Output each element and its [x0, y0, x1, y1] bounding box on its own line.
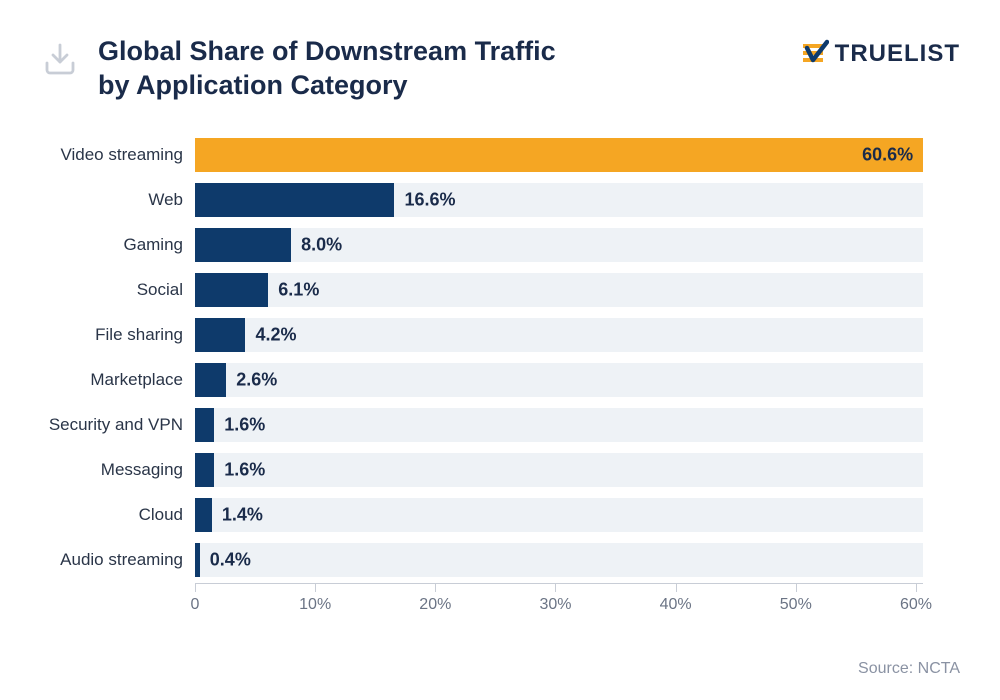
download-icon: [40, 39, 80, 79]
bar-value: 0.4%: [210, 549, 251, 570]
bar-value: 1.4%: [222, 504, 263, 525]
bar-row: Messaging1.6%: [195, 453, 940, 487]
bar-label: Security and VPN: [49, 415, 195, 435]
bar-track: [195, 318, 923, 352]
bar-label: Social: [137, 280, 195, 300]
header: Global Share of Downstream Traffic by Ap…: [40, 35, 960, 103]
bar-track: [195, 453, 923, 487]
bar-track: [195, 408, 923, 442]
bar-value: 60.6%: [862, 144, 913, 165]
bar-row: Video streaming60.6%: [195, 138, 940, 172]
bar-fill: [195, 228, 291, 262]
axis-tick-label: 60%: [900, 596, 932, 614]
bar-row: Social6.1%: [195, 273, 940, 307]
axis-tick: [676, 584, 677, 592]
bar-row: Audio streaming0.4%: [195, 543, 940, 577]
bar-chart: Video streaming60.6% Web16.6% Gaming8.0% So…: [195, 138, 940, 608]
bar-label: Gaming: [123, 235, 195, 255]
axis-tick-label: 50%: [780, 596, 812, 614]
bar-value: 16.6%: [404, 189, 455, 210]
bar-row: Cloud1.4%: [195, 498, 940, 532]
bar-label: Video streaming: [60, 145, 195, 165]
bar-fill: [195, 408, 214, 442]
axis-tick-label: 40%: [660, 596, 692, 614]
axis-tick-label: 30%: [539, 596, 571, 614]
bar-value: 6.1%: [278, 279, 319, 300]
bar-fill: [195, 183, 394, 217]
bar-fill: [195, 453, 214, 487]
source-label: Source: NCTA: [858, 660, 960, 678]
bar-row: Gaming8.0%: [195, 228, 940, 262]
bar-label: File sharing: [95, 325, 195, 345]
axis-tick: [315, 584, 316, 592]
bar-fill: [195, 498, 212, 532]
bar-label: Audio streaming: [60, 550, 195, 570]
bar-row: Web16.6%: [195, 183, 940, 217]
title-block: Global Share of Downstream Traffic by Ap…: [40, 35, 556, 103]
bar-fill: [195, 138, 923, 172]
bar-fill: [195, 543, 200, 577]
axis-tick: [916, 584, 917, 592]
bar-fill: [195, 318, 245, 352]
axis-tick: [555, 584, 556, 592]
bar-row: Marketplace2.6%: [195, 363, 940, 397]
title-line-1: Global Share of Downstream Traffic: [98, 36, 556, 66]
bar-value: 2.6%: [236, 369, 277, 390]
bar-value: 4.2%: [255, 324, 296, 345]
axis-tick-label: 10%: [299, 596, 331, 614]
bar-fill: [195, 363, 226, 397]
bar-label: Marketplace: [90, 370, 195, 390]
axis-tick: [435, 584, 436, 592]
axis-tick-label: 0: [191, 596, 200, 614]
axis-tick: [195, 584, 196, 592]
brand-text: TRUELIST: [835, 40, 960, 68]
x-axis: 010%20%30%40%50%60%: [195, 583, 923, 584]
bar-track: [195, 543, 923, 577]
title-line-2: by Application Category: [98, 70, 408, 100]
bar-label: Cloud: [139, 505, 195, 525]
bar-fill: [195, 273, 268, 307]
axis-tick: [796, 584, 797, 592]
axis-tick-label: 20%: [419, 596, 451, 614]
checklist-icon: [799, 39, 829, 69]
bar-track: [195, 498, 923, 532]
bar-value: 8.0%: [301, 234, 342, 255]
bar-label: Web: [148, 190, 195, 210]
bar-label: Messaging: [101, 460, 195, 480]
chart-title: Global Share of Downstream Traffic by Ap…: [98, 35, 556, 103]
bar-value: 1.6%: [224, 459, 265, 480]
bar-row: File sharing4.2%: [195, 318, 940, 352]
bar-row: Security and VPN1.6%: [195, 408, 940, 442]
brand-logo: TRUELIST: [799, 39, 960, 69]
bar-value: 1.6%: [224, 414, 265, 435]
bar-track: [195, 363, 923, 397]
